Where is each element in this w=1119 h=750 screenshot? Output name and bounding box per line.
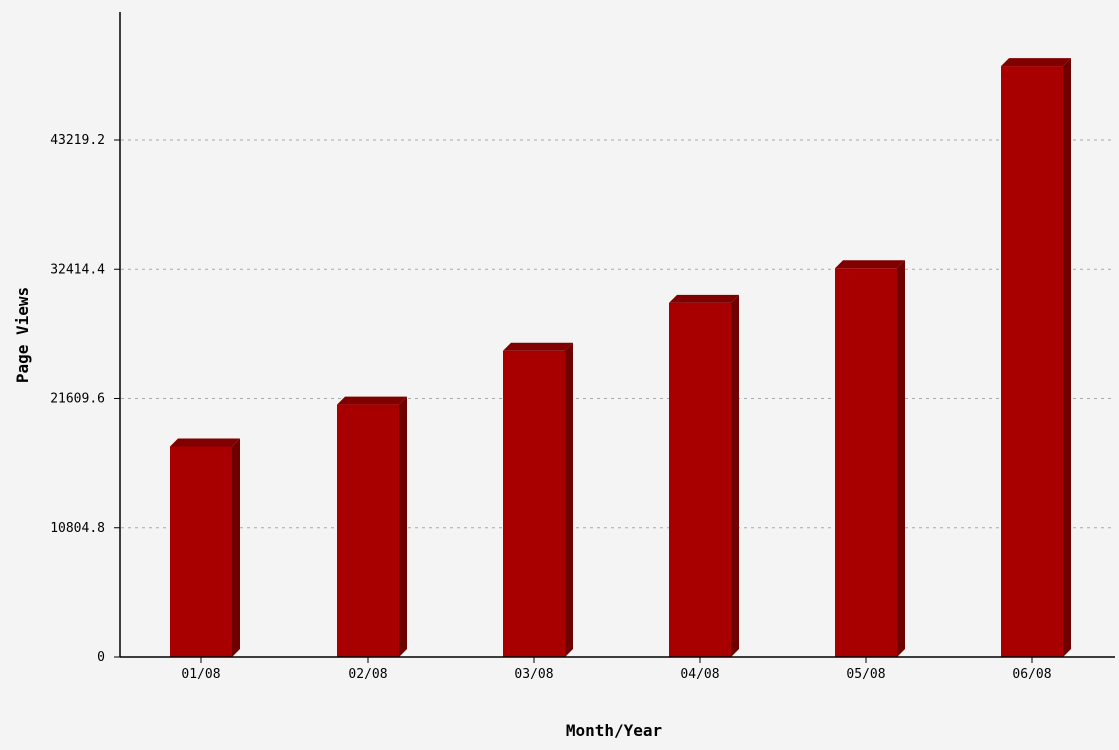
bar-side (897, 260, 905, 657)
bar-05-08 (835, 260, 905, 657)
bar-front (669, 302, 731, 657)
gridlines (121, 139, 1115, 529)
bar-top (503, 342, 573, 351)
bar-02-08 (337, 396, 407, 657)
y-tick-label: 10804.8 (50, 521, 105, 536)
bar-side (232, 438, 240, 657)
y-ticks: 0 10804.8 21609.6 32414.4 43219.2 (50, 133, 120, 665)
y-tick-label: 21609.6 (50, 392, 105, 407)
bar-front (1001, 66, 1063, 658)
bar-top (835, 260, 905, 269)
y-axis-title: Page Views (13, 287, 32, 383)
bar-04-08 (669, 294, 739, 657)
bar-top (170, 438, 240, 447)
bars (170, 58, 1071, 658)
x-axis-title: Month/Year (566, 721, 662, 740)
bar-01-08 (170, 438, 240, 657)
x-tick-label: 01/08 (181, 667, 220, 682)
bar-front (170, 446, 232, 657)
bar-front (337, 404, 399, 657)
bar-side (1063, 58, 1071, 658)
bar-top (1001, 58, 1071, 67)
y-tick-label: 32414.4 (50, 262, 105, 277)
bar-side (565, 342, 573, 657)
y-tick-label: 0 (97, 650, 105, 665)
bar-front (503, 350, 565, 657)
bar-06-08 (1001, 58, 1071, 658)
x-tick-label: 03/08 (514, 667, 553, 682)
bar-top (669, 294, 739, 303)
x-ticks: 01/08 02/08 03/08 04/08 05/08 06/08 (181, 657, 1052, 682)
y-tick-label: 43219.2 (50, 133, 105, 148)
bar-03-08 (503, 342, 573, 657)
bar-top (337, 396, 407, 405)
bar-front (835, 268, 897, 657)
x-tick-label: 04/08 (680, 667, 719, 682)
x-tick-label: 06/08 (1012, 667, 1051, 682)
x-tick-label: 05/08 (846, 667, 885, 682)
axes (119, 12, 1115, 658)
bar-side (731, 294, 739, 657)
bar-side (399, 396, 407, 657)
x-tick-label: 02/08 (348, 667, 387, 682)
